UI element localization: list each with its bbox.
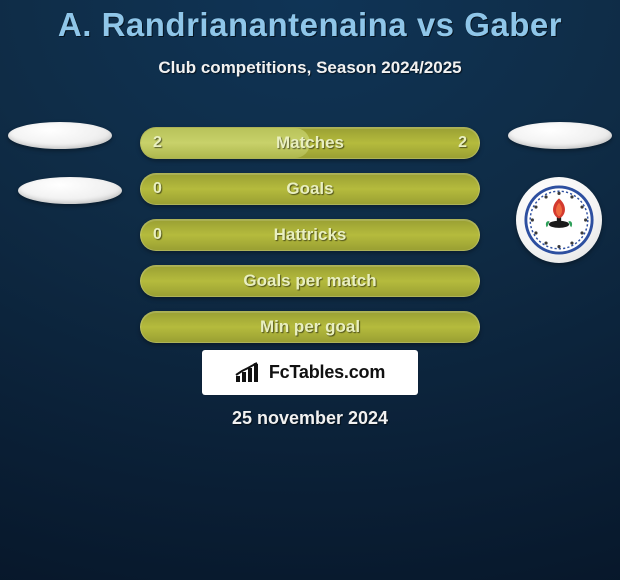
comparison-bars: 2 Matches 2 0 Goals 0 Hattricks Goals pe…	[0, 120, 620, 350]
stat-left-value: 0	[153, 180, 162, 198]
stat-label: Matches	[141, 133, 479, 153]
stat-label: Goals	[141, 179, 479, 199]
stat-bar-hattricks: 0 Hattricks	[140, 219, 480, 251]
stat-row: Min per goal	[0, 304, 620, 350]
page-title: A. Randrianantenaina vs Gaber	[0, 0, 620, 44]
bar-fill	[141, 128, 310, 158]
stat-bar-matches: 2 Matches 2	[140, 127, 480, 159]
stat-bar-goals-per-match: Goals per match	[140, 265, 480, 297]
generated-date: 25 november 2024	[0, 408, 620, 429]
stat-left-value: 2	[153, 134, 162, 152]
stat-left-value: 0	[153, 226, 162, 244]
stat-bar-min-per-goal: Min per goal	[140, 311, 480, 343]
stat-label: Goals per match	[141, 271, 479, 291]
watermark-text: FcTables.com	[269, 362, 385, 383]
stat-row: Goals per match	[0, 258, 620, 304]
stat-label: Min per goal	[141, 317, 479, 337]
stat-label: Hattricks	[141, 225, 479, 245]
subtitle: Club competitions, Season 2024/2025	[0, 58, 620, 78]
stat-row: 2 Matches 2	[0, 120, 620, 166]
stat-right-value: 2	[458, 134, 467, 152]
stat-bar-goals: 0 Goals	[140, 173, 480, 205]
stat-row: 0 Goals	[0, 166, 620, 212]
bar-signal-icon	[235, 362, 263, 384]
watermark: FcTables.com	[202, 350, 418, 395]
stat-row: 0 Hattricks	[0, 212, 620, 258]
